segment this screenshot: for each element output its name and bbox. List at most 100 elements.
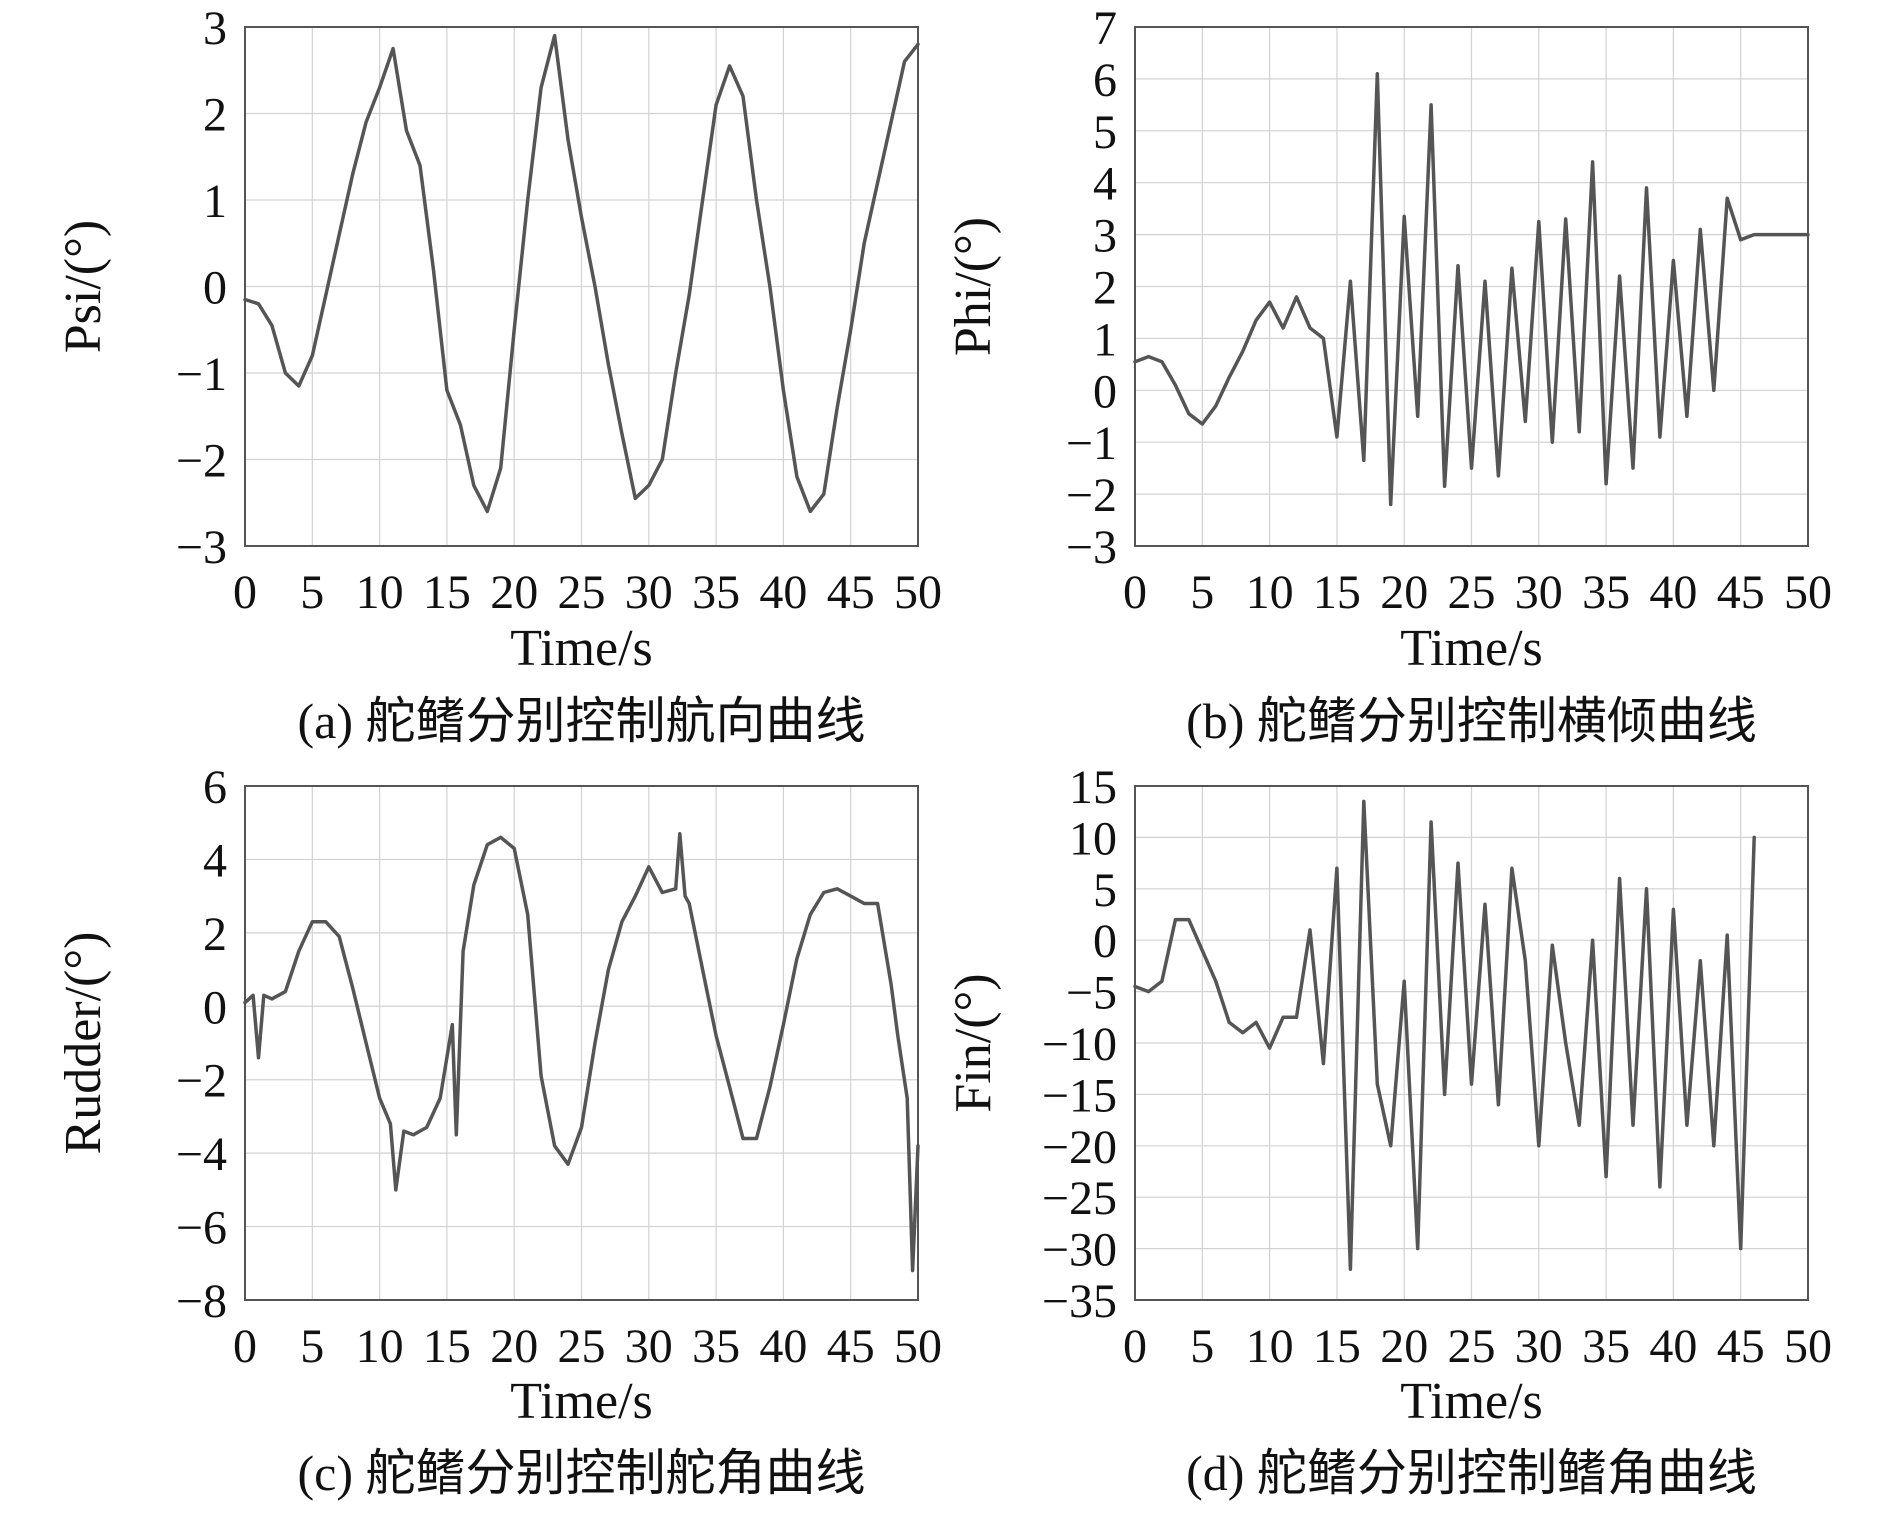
y-tick-label: −25: [1042, 1172, 1117, 1225]
y-axis-label: Rudder/(°): [55, 932, 112, 1155]
series-line-1: [1133, 71, 1810, 507]
x-tick-label: 45: [1717, 1320, 1765, 1373]
x-tick-label: 40: [1649, 566, 1697, 619]
y-tick-label: 6: [203, 761, 227, 814]
x-tick-label: 25: [1448, 1320, 1496, 1373]
x-tick-label: 20: [1380, 566, 1428, 619]
x-tick-label: 5: [1190, 1320, 1214, 1373]
y-tick-label: −1: [1066, 417, 1117, 470]
x-tick-label: 30: [625, 1320, 673, 1373]
y-tick-label: −15: [1042, 1069, 1117, 1122]
y-tick-label: −4: [176, 1128, 227, 1181]
axes-frame: [244, 785, 919, 1301]
y-tick-label: 10: [1069, 812, 1117, 865]
series-line-1: [1133, 799, 1756, 1271]
x-tick-label: 45: [827, 566, 875, 619]
y-tick-label: 1: [1093, 313, 1117, 366]
x-tick-label: 0: [233, 566, 257, 619]
y-tick-label: 7: [1093, 2, 1117, 55]
x-tick-label: 5: [300, 566, 324, 619]
x-tick-label: 20: [1380, 1320, 1428, 1373]
x-tick-label: 30: [1515, 566, 1563, 619]
y-tick-label: −6: [176, 1202, 227, 1255]
series-line-1: [243, 33, 920, 514]
x-tick-label: 45: [827, 1320, 875, 1373]
x-tick-label: 15: [1313, 1320, 1361, 1373]
x-tick-label: 50: [1784, 1320, 1832, 1373]
y-axis-label: Fin/(°): [945, 973, 1002, 1112]
x-axis-label: Time/s: [510, 1373, 653, 1430]
x-tick-label: 40: [759, 566, 807, 619]
x-tick-label: 5: [1190, 566, 1214, 619]
y-tick-label: 1: [203, 175, 227, 228]
axes-frame: [1134, 26, 1809, 547]
y-tick-label: −8: [176, 1275, 227, 1328]
y-tick-label: 0: [203, 981, 227, 1034]
x-tick-label: 0: [1123, 1320, 1147, 1373]
x-tick-label: 35: [692, 1320, 740, 1373]
series-line-1: [243, 831, 920, 1273]
y-tick-label: −3: [1066, 521, 1117, 574]
panel-caption: (a) 舵鳍分别控制航向曲线: [298, 693, 866, 749]
x-tick-label: 30: [1515, 1320, 1563, 1373]
x-tick-label: 25: [558, 1320, 606, 1373]
y-tick-label: 3: [1093, 210, 1117, 263]
x-tick-label: 10: [356, 1320, 404, 1373]
axes-frame: [1134, 785, 1809, 1301]
y-tick-label: 4: [203, 834, 227, 887]
x-tick-label: 10: [1246, 1320, 1294, 1373]
y-tick-label: 2: [1093, 262, 1117, 315]
y-axis-label: Phi/(°): [945, 217, 1002, 356]
x-tick-label: 20: [490, 566, 538, 619]
x-tick-label: 0: [1123, 566, 1147, 619]
x-tick-label: 15: [423, 1320, 471, 1373]
panel-caption: (c) 舵鳍分别控制舵角曲线: [298, 1445, 866, 1501]
x-tick-label: 5: [300, 1320, 324, 1373]
y-tick-label: −1: [176, 348, 227, 401]
x-axis-label: Time/s: [510, 620, 653, 677]
y-tick-label: 2: [203, 89, 227, 142]
x-tick-label: 20: [490, 1320, 538, 1373]
y-tick-label: 15: [1069, 761, 1117, 814]
y-tick-label: 4: [1093, 158, 1117, 211]
panel-caption: (d) 舵鳍分别控制鳍角曲线: [1186, 1445, 1757, 1501]
y-tick-label: 0: [1093, 915, 1117, 968]
y-tick-label: −2: [176, 435, 227, 488]
x-tick-label: 40: [759, 1320, 807, 1373]
y-tick-label: 3: [203, 2, 227, 55]
x-tick-label: 35: [1582, 1320, 1630, 1373]
panel-caption: (b) 舵鳍分别控制横倾曲线: [1186, 693, 1757, 749]
x-tick-label: 45: [1717, 566, 1765, 619]
y-tick-label: −2: [1066, 469, 1117, 522]
y-axis-label: Psi/(°): [55, 220, 112, 353]
chart-panel-2: 0 5 10 15 20 25 30 35 40 45 5076543210−1−2−3Time/s…: [945, 2, 1832, 749]
y-tick-label: 5: [1093, 864, 1117, 917]
y-tick-label: −30: [1042, 1224, 1117, 1277]
axes-frame: [244, 26, 919, 547]
x-tick-label: 30: [625, 566, 673, 619]
x-tick-label: 15: [423, 566, 471, 619]
x-tick-label: 10: [1246, 566, 1294, 619]
chart-panel-3: 0 5 10 15 20 25 30 35 40 45 506420−2−4−6−8Time/sRu…: [55, 761, 942, 1501]
y-tick-label: −10: [1042, 1018, 1117, 1071]
y-tick-label: 5: [1093, 106, 1117, 159]
x-tick-label: 50: [1784, 566, 1832, 619]
x-tick-label: 50: [894, 566, 942, 619]
x-tick-label: 10: [356, 566, 404, 619]
y-tick-label: −35: [1042, 1275, 1117, 1328]
x-tick-label: 35: [1582, 566, 1630, 619]
x-tick-label: 25: [1448, 566, 1496, 619]
y-tick-label: 6: [1093, 54, 1117, 107]
x-tick-label: 25: [558, 566, 606, 619]
x-axis-label: Time/s: [1400, 620, 1543, 677]
chart-panel-1: 0 5 10 15 20 25 30 35 40 45 503210−1−2−3Time/sPsi/…: [55, 2, 942, 749]
chart-panel-4: 0 5 10 15 20 25 30 35 40 45 50151050−5−10−15−20−25…: [945, 761, 1832, 1501]
x-tick-label: 50: [894, 1320, 942, 1373]
y-tick-label: 0: [203, 262, 227, 315]
x-axis-label: Time/s: [1400, 1373, 1543, 1430]
y-tick-label: −5: [1066, 967, 1117, 1020]
y-tick-label: −2: [176, 1055, 227, 1108]
y-tick-label: −20: [1042, 1121, 1117, 1174]
y-tick-label: 2: [203, 908, 227, 961]
